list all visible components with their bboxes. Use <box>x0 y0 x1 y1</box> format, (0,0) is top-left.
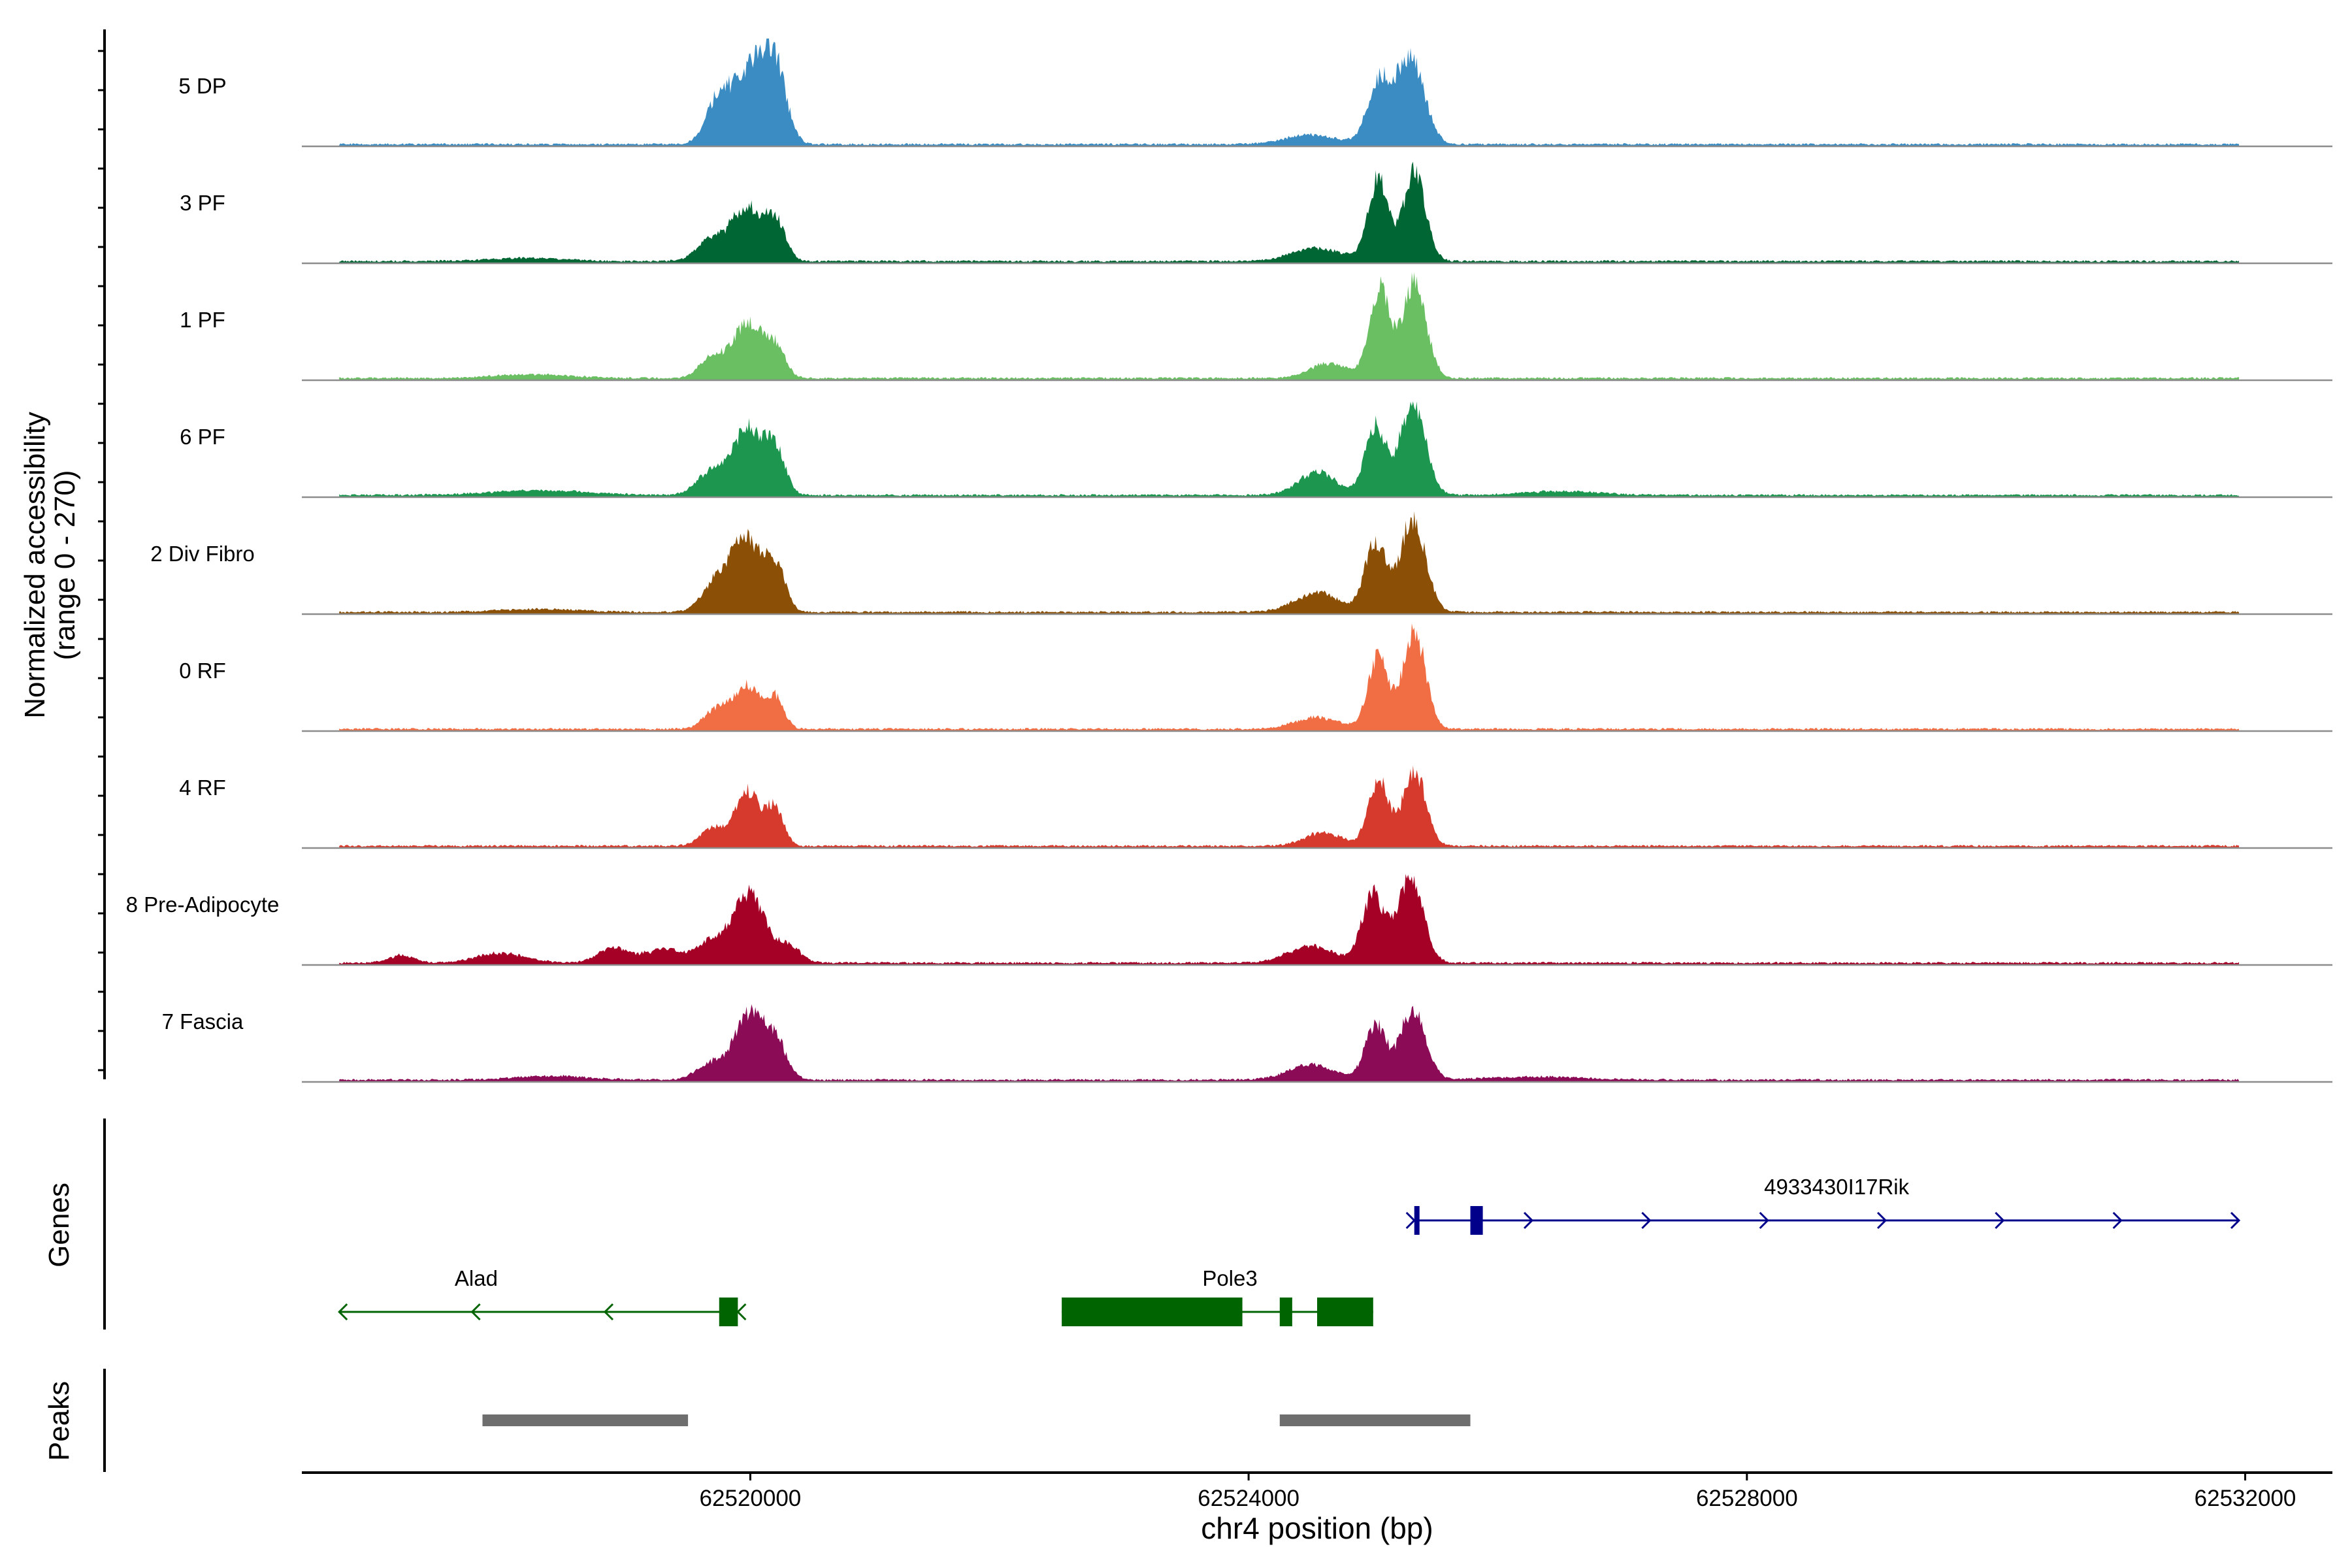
strand-arrow-icon <box>1759 1211 1769 1230</box>
peaks-track-label: Peaks <box>43 1381 75 1461</box>
peak-bar <box>1279 1414 1471 1426</box>
strand-arrow-icon <box>2230 1211 2241 1230</box>
x-tick-label: 62532000 <box>2195 1486 2296 1511</box>
strand-arrow-icon <box>2112 1211 2123 1230</box>
gene-alad: Alad <box>338 1266 747 1326</box>
y-axis-title-line2: (range 0 - 270) <box>49 470 81 660</box>
gene-exon <box>1279 1298 1292 1326</box>
gene-exon <box>1317 1298 1373 1326</box>
track-label: 0 RF <box>179 659 226 683</box>
peaks-track <box>482 1414 1471 1426</box>
genes-track-label: Genes <box>43 1183 75 1267</box>
track-3: 1 PF <box>180 272 2332 382</box>
track-5: 2 Div Fibro <box>150 511 2332 615</box>
coverage-tracks: 5 DP 3 PF 1 PF 6 PF 2 Div Fibro 0 RF 4 RF 8 Pre… <box>126 39 2332 1083</box>
gene-exon <box>1470 1206 1483 1235</box>
peak-bar <box>482 1414 689 1426</box>
gene-4933430i17rik: 4933430I17Rik <box>1405 1175 2241 1235</box>
strand-arrow-icon <box>603 1303 614 1321</box>
coverage-axis-ticks <box>98 50 105 1071</box>
track-label: 2 Div Fibro <box>150 542 255 566</box>
track-7: 4 RF <box>179 765 2332 849</box>
track-label: 1 PF <box>180 308 225 332</box>
track-6: 0 RF <box>179 623 2332 732</box>
y-axis-title: Normalized accessibility (range 0 - 270) <box>19 412 81 718</box>
x-tick-label: 62524000 <box>1198 1486 1299 1511</box>
gene-exon <box>1414 1206 1420 1235</box>
track-2: 3 PF <box>180 161 2332 265</box>
strand-arrow-icon <box>1523 1211 1534 1230</box>
strand-arrow-icon <box>1995 1211 2005 1230</box>
x-tick-label: 62520000 <box>700 1486 802 1511</box>
x-axis-ticks: 62520000 62524000 62528000 62532000 <box>700 1473 2296 1511</box>
strand-arrow-icon <box>1641 1211 1652 1230</box>
gene-label: 4933430I17Rik <box>1764 1175 1910 1199</box>
gene-exon <box>1062 1298 1243 1326</box>
gene-exon <box>719 1298 738 1326</box>
track-1: 5 DP <box>178 39 2332 148</box>
gene-label: Pole3 <box>1202 1266 1257 1290</box>
genes-track: 4933430I17Rik Alad Pole3 <box>338 1175 2241 1326</box>
track-label: 4 RF <box>179 776 226 800</box>
y-axis-title-line1: Normalized accessibility <box>19 412 51 718</box>
track-8: 8 Pre-Adipocyte <box>126 874 2332 966</box>
track-label: 8 Pre-Adipocyte <box>126 892 280 917</box>
x-axis-title: chr4 position (bp) <box>1201 1511 1433 1545</box>
track-4: 6 PF <box>180 401 2332 498</box>
gene-pole3: Pole3 <box>1062 1266 1373 1326</box>
strand-arrow-icon <box>338 1303 348 1321</box>
strand-arrow-icon <box>470 1303 481 1321</box>
x-tick-label: 62528000 <box>1696 1486 1798 1511</box>
track-label: 5 DP <box>178 74 226 98</box>
strand-arrow-icon <box>1876 1211 1887 1230</box>
track-9: 7 Fascia <box>162 1004 2332 1083</box>
track-label: 7 Fascia <box>162 1009 244 1034</box>
track-label: 6 PF <box>180 425 225 449</box>
track-label: 3 PF <box>180 191 225 215</box>
gene-label: Alad <box>455 1266 498 1290</box>
